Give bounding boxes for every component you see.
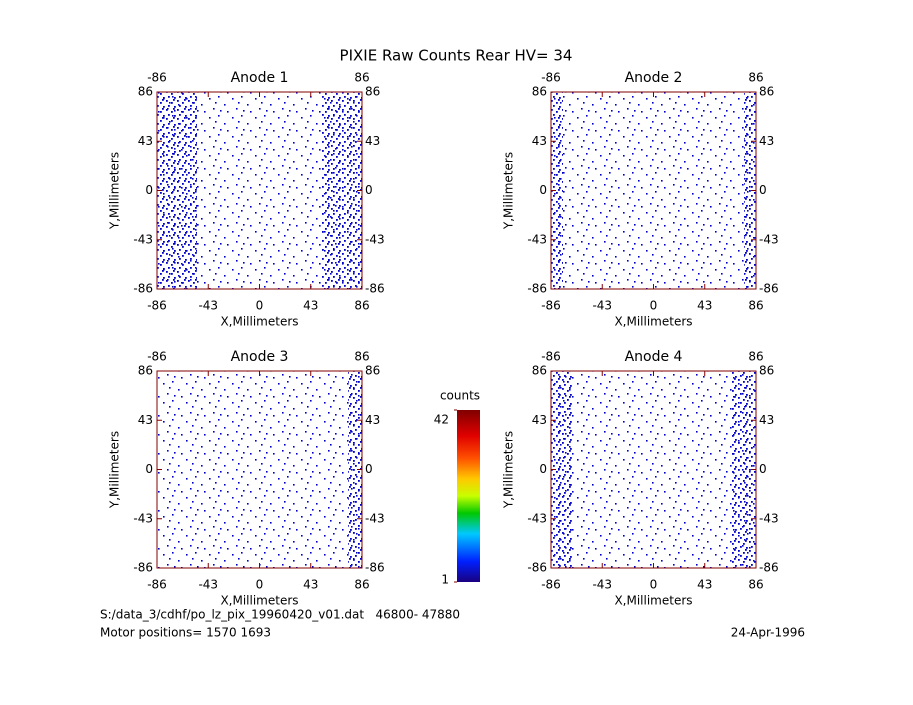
y2-tick-label: -43: [759, 511, 779, 525]
y-axis-label: Y,Millimeters: [108, 152, 122, 230]
panel-title: Anode 2: [625, 70, 683, 86]
colorbar-tick-label: 1: [441, 573, 449, 587]
x-axis-label: X,Millimeters: [614, 594, 692, 608]
image-area: [322, 92, 362, 289]
x-tick-label: 0: [256, 299, 264, 313]
image-area: [551, 371, 573, 568]
y2-tick-label: 86: [365, 364, 380, 378]
y-tick-label: 0: [539, 462, 547, 476]
image-area: [157, 371, 362, 568]
image-area: [157, 92, 197, 289]
image-area: [551, 92, 756, 289]
x-tick-label: 43: [697, 578, 712, 592]
y2-tick-label: 86: [759, 85, 774, 99]
colorbar: [457, 410, 480, 582]
x-tick-label: -86: [147, 578, 167, 592]
colorbar-tick-label: 42: [434, 413, 449, 427]
x2-tick-label: 86: [354, 350, 369, 364]
y2-tick-label: 0: [759, 183, 767, 197]
y-tick-label: 43: [138, 134, 153, 148]
panel-title: Anode 4: [625, 349, 683, 365]
x2-tick-label: -86: [147, 350, 167, 364]
y-axis-label: Y,Millimeters: [502, 431, 516, 509]
y2-tick-label: 0: [759, 462, 767, 476]
x2-tick-label: 86: [354, 71, 369, 85]
x-tick-label: 0: [256, 578, 264, 592]
y2-tick-label: -86: [759, 282, 779, 296]
x-tick-label: -43: [198, 299, 218, 313]
y-axis-label: Y,Millimeters: [502, 152, 516, 230]
y-tick-label: 43: [532, 134, 547, 148]
y2-tick-label: -86: [365, 561, 385, 575]
x-tick-label: -43: [592, 578, 612, 592]
y2-tick-label: 43: [759, 413, 774, 427]
x-tick-label: 0: [650, 578, 658, 592]
y-tick-label: 0: [145, 183, 153, 197]
x2-tick-label: 86: [748, 350, 763, 364]
y-tick-label: -86: [527, 561, 547, 575]
y2-tick-label: 86: [365, 85, 380, 99]
y2-tick-label: 43: [365, 413, 380, 427]
x-axis-label: X,Millimeters: [614, 315, 692, 329]
y2-tick-label: 0: [365, 183, 373, 197]
y2-tick-label: -43: [365, 511, 385, 525]
x-tick-label: -86: [147, 299, 167, 313]
y-tick-label: 0: [145, 462, 153, 476]
page-title: PIXIE Raw Counts Rear HV= 34: [340, 47, 573, 65]
y-tick-label: -43: [133, 232, 153, 246]
date: 24-Apr-1996: [731, 626, 805, 640]
y2-tick-label: 0: [365, 462, 373, 476]
y-tick-label: -43: [133, 511, 153, 525]
y-tick-label: -43: [527, 511, 547, 525]
y-tick-label: 86: [532, 364, 547, 378]
x-tick-label: -86: [541, 299, 561, 313]
file-info: S:/data_3/cdhf/po_lz_pix_19960420_v01.da…: [100, 608, 460, 622]
x-tick-label: 86: [354, 578, 369, 592]
panel-title: Anode 1: [231, 70, 289, 86]
x-tick-label: 86: [354, 299, 369, 313]
x-tick-label: 43: [697, 299, 712, 313]
y-tick-label: -86: [133, 282, 153, 296]
x2-tick-label: -86: [147, 71, 167, 85]
x-axis-label: X,Millimeters: [220, 594, 298, 608]
x-tick-label: -43: [592, 299, 612, 313]
x-tick-label: 0: [650, 299, 658, 313]
x-tick-label: 86: [748, 578, 763, 592]
y-tick-label: -86: [133, 561, 153, 575]
y2-tick-label: -86: [365, 282, 385, 296]
y2-tick-label: -86: [759, 561, 779, 575]
y-tick-label: 43: [532, 413, 547, 427]
y2-tick-label: 43: [365, 134, 380, 148]
y-tick-label: 0: [539, 183, 547, 197]
panel-title: Anode 3: [231, 349, 289, 365]
y-tick-label: -43: [527, 232, 547, 246]
y-tick-label: 86: [138, 364, 153, 378]
y-tick-label: -86: [527, 282, 547, 296]
colorbar-label: counts: [440, 389, 480, 403]
motor-info: Motor positions= 1570 1693: [100, 626, 271, 640]
y-tick-label: 43: [138, 413, 153, 427]
x-tick-label: -86: [541, 578, 561, 592]
y-tick-label: 86: [532, 85, 547, 99]
x2-tick-label: -86: [541, 350, 561, 364]
x-tick-label: 43: [303, 299, 318, 313]
x2-tick-label: 86: [748, 71, 763, 85]
x-tick-label: -43: [198, 578, 218, 592]
y2-tick-label: 86: [759, 364, 774, 378]
x2-tick-label: -86: [541, 71, 561, 85]
y-tick-label: 86: [138, 85, 153, 99]
image-area: [551, 371, 756, 568]
y2-tick-label: 43: [759, 134, 774, 148]
y-axis-label: Y,Millimeters: [108, 431, 122, 509]
y2-tick-label: -43: [759, 232, 779, 246]
y2-tick-label: -43: [365, 232, 385, 246]
x-axis-label: X,Millimeters: [220, 315, 298, 329]
x-tick-label: 43: [303, 578, 318, 592]
x-tick-label: 86: [748, 299, 763, 313]
